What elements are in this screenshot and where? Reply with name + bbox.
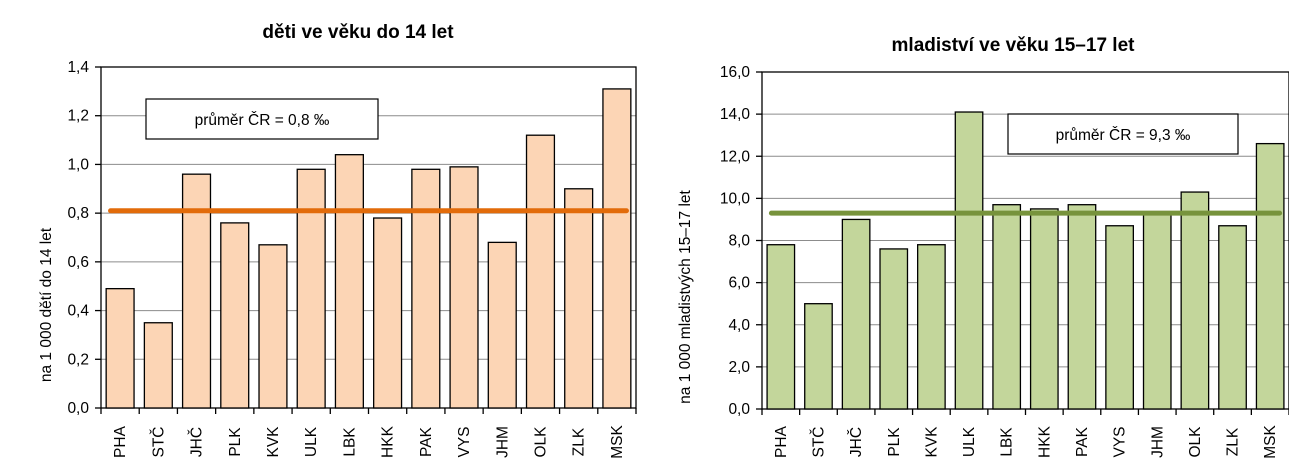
category-label: LBK [999, 427, 1016, 457]
chart1-plot: 0,0 0,2 0,4 0,6 0,8 1,0 1,2 1,4 PHA STČ JHČ PLK KVK U… [67, 59, 637, 459]
bar-kvk [258, 244, 288, 409]
y-tick-label: 1,4 [67, 59, 89, 76]
bar-hkk [1029, 208, 1059, 410]
average-annotation-box [145, 98, 379, 140]
category-label: ULK [961, 426, 978, 457]
bar-zlk [564, 188, 594, 409]
category-label: JHM [1149, 426, 1166, 458]
category-label: PHA [112, 425, 129, 458]
bar-jhč [841, 218, 871, 410]
y-tick-label: 8,0 [728, 233, 750, 250]
y-tick-label: 0,2 [67, 351, 89, 368]
average-annotation-box [1007, 113, 1239, 155]
chart2-ylabel: na 1 000 mladistvých 15–17 let [677, 189, 694, 403]
y-tick-label: 10,0 [720, 190, 751, 207]
bar-stč [143, 322, 173, 409]
y-tick-label: 12,0 [720, 148, 751, 165]
bar-olk [1180, 191, 1210, 410]
average-annotation-label: průměr ČR = 0,8 ‰ [195, 112, 330, 129]
y-tick-label: 0,0 [728, 401, 750, 418]
y-tick-label: 0,8 [67, 205, 89, 222]
category-label: STČ [150, 427, 167, 458]
y-tick-label: 0,0 [67, 400, 89, 417]
category-label: ULK [303, 426, 320, 457]
bar-zlk [1218, 225, 1247, 410]
chart2-title: mladiství ve věku 15–17 let [892, 35, 1136, 56]
chart1-ylabel: na 1 000 dětí do 14 let [38, 227, 55, 382]
category-label: ZLK [571, 427, 588, 456]
bar-pak [1067, 204, 1097, 410]
bar-pha [105, 287, 135, 409]
category-label: STČ [810, 427, 827, 458]
y-tick-label: 6,0 [728, 275, 750, 292]
chart1-title: děti ve věku do 14 let [262, 22, 454, 43]
category-label: KVK [265, 426, 282, 458]
category-label: PLK [227, 427, 244, 457]
category-label: OLK [532, 426, 549, 458]
category-label: OLK [1187, 426, 1204, 458]
y-tick-label: 4,0 [728, 317, 750, 334]
y-tick-label: 1,0 [67, 156, 89, 173]
chart2-plot: 0,0 2,0 4,0 6,0 8,0 10,0 12,0 14,0 16,0 PHA STČ JHČ… [720, 64, 1289, 459]
category-label: HKK [1036, 425, 1053, 458]
bar-pak [411, 168, 441, 409]
bar-ulk [954, 111, 984, 410]
bar-jhm [487, 241, 517, 409]
bar-pha [766, 244, 796, 410]
y-tick-label: 16,0 [720, 64, 751, 81]
category-label: ZLK [1225, 427, 1242, 456]
category-label: PAK [418, 426, 435, 457]
category-label: PAK [1074, 426, 1091, 457]
category-label: LBK [341, 427, 358, 457]
bar-plk [879, 248, 909, 410]
y-tick-label: 14,0 [720, 106, 751, 123]
category-label: MSK [609, 425, 626, 459]
bar-hkk [373, 217, 403, 409]
category-label: JHM [494, 426, 511, 458]
bar-jhm [1142, 212, 1172, 410]
y-tick-label: 1,2 [67, 108, 89, 125]
category-label: VYS [456, 426, 473, 457]
category-label: MSK [1262, 425, 1279, 459]
bar-plk [220, 222, 250, 409]
bar-vys [1105, 225, 1134, 410]
category-label: PHA [773, 425, 790, 458]
bar-stč [804, 303, 833, 410]
category-label: PLK [886, 427, 903, 457]
category-label: HKK [380, 425, 397, 458]
category-label: JHČ [189, 427, 206, 457]
bar-msk [1255, 142, 1285, 410]
bar-msk [602, 88, 632, 409]
bar-vys [449, 166, 479, 409]
bar-lbk [992, 204, 1022, 410]
y-tick-label: 0,6 [67, 254, 89, 271]
bar-olk [525, 134, 556, 409]
y-tick-label: 2,0 [728, 359, 750, 376]
category-label: VYS [1112, 426, 1129, 457]
y-tick-label: 0,4 [67, 303, 89, 320]
bar-lbk [334, 154, 364, 409]
category-label: JHČ [848, 427, 865, 457]
bar-kvk [917, 244, 946, 410]
bar-ulk [296, 168, 326, 409]
average-annotation-label: průměr ČR = 9,3 ‰ [1056, 127, 1191, 144]
category-label: KVK [923, 426, 940, 458]
